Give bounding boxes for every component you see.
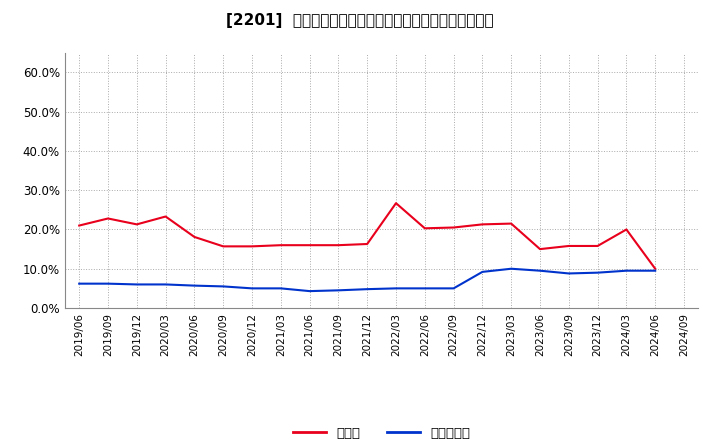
有利子負債	[420, 286, 429, 291]
有利子負債	[392, 286, 400, 291]
有利子負債	[478, 269, 487, 275]
有利子負債	[132, 282, 141, 287]
有利子負債	[449, 286, 458, 291]
現預金	[305, 242, 314, 248]
有利子負債	[305, 289, 314, 294]
現預金	[276, 242, 285, 248]
有利子負債	[334, 288, 343, 293]
Text: [2201]  現預金、有利子負債の総資産に対する比率の推移: [2201] 現預金、有利子負債の総資産に対する比率の推移	[226, 13, 494, 28]
有利子負債	[622, 268, 631, 273]
現預金	[564, 243, 573, 249]
有利子負債	[593, 270, 602, 275]
現預金	[392, 201, 400, 206]
現預金	[190, 234, 199, 239]
現預金	[104, 216, 112, 221]
有利子負債	[363, 286, 372, 292]
現預金	[507, 221, 516, 226]
有利子負債	[651, 268, 660, 273]
現預金	[593, 243, 602, 249]
有利子負債	[276, 286, 285, 291]
有利子負債	[536, 268, 544, 273]
現預金	[132, 222, 141, 227]
有利子負債	[507, 266, 516, 271]
現預金	[536, 246, 544, 252]
現預金	[478, 222, 487, 227]
Line: 現預金: 現預金	[79, 203, 655, 269]
有利子負債	[564, 271, 573, 276]
現預金	[248, 244, 256, 249]
現預金	[75, 223, 84, 228]
有利子負債	[190, 283, 199, 288]
有利子負債	[75, 281, 84, 286]
現預金	[651, 266, 660, 271]
現預金	[334, 242, 343, 248]
Legend: 現預金, 有利子負債: 現預金, 有利子負債	[287, 422, 476, 440]
Line: 有利子負債: 有利子負債	[79, 269, 655, 291]
現預金	[161, 214, 170, 219]
有利子負債	[161, 282, 170, 287]
有利子負債	[104, 281, 112, 286]
現預金	[622, 227, 631, 232]
現預金	[420, 226, 429, 231]
現預金	[363, 242, 372, 247]
有利子負債	[219, 284, 228, 289]
現預金	[449, 225, 458, 230]
有利子負債	[248, 286, 256, 291]
現預金	[219, 244, 228, 249]
